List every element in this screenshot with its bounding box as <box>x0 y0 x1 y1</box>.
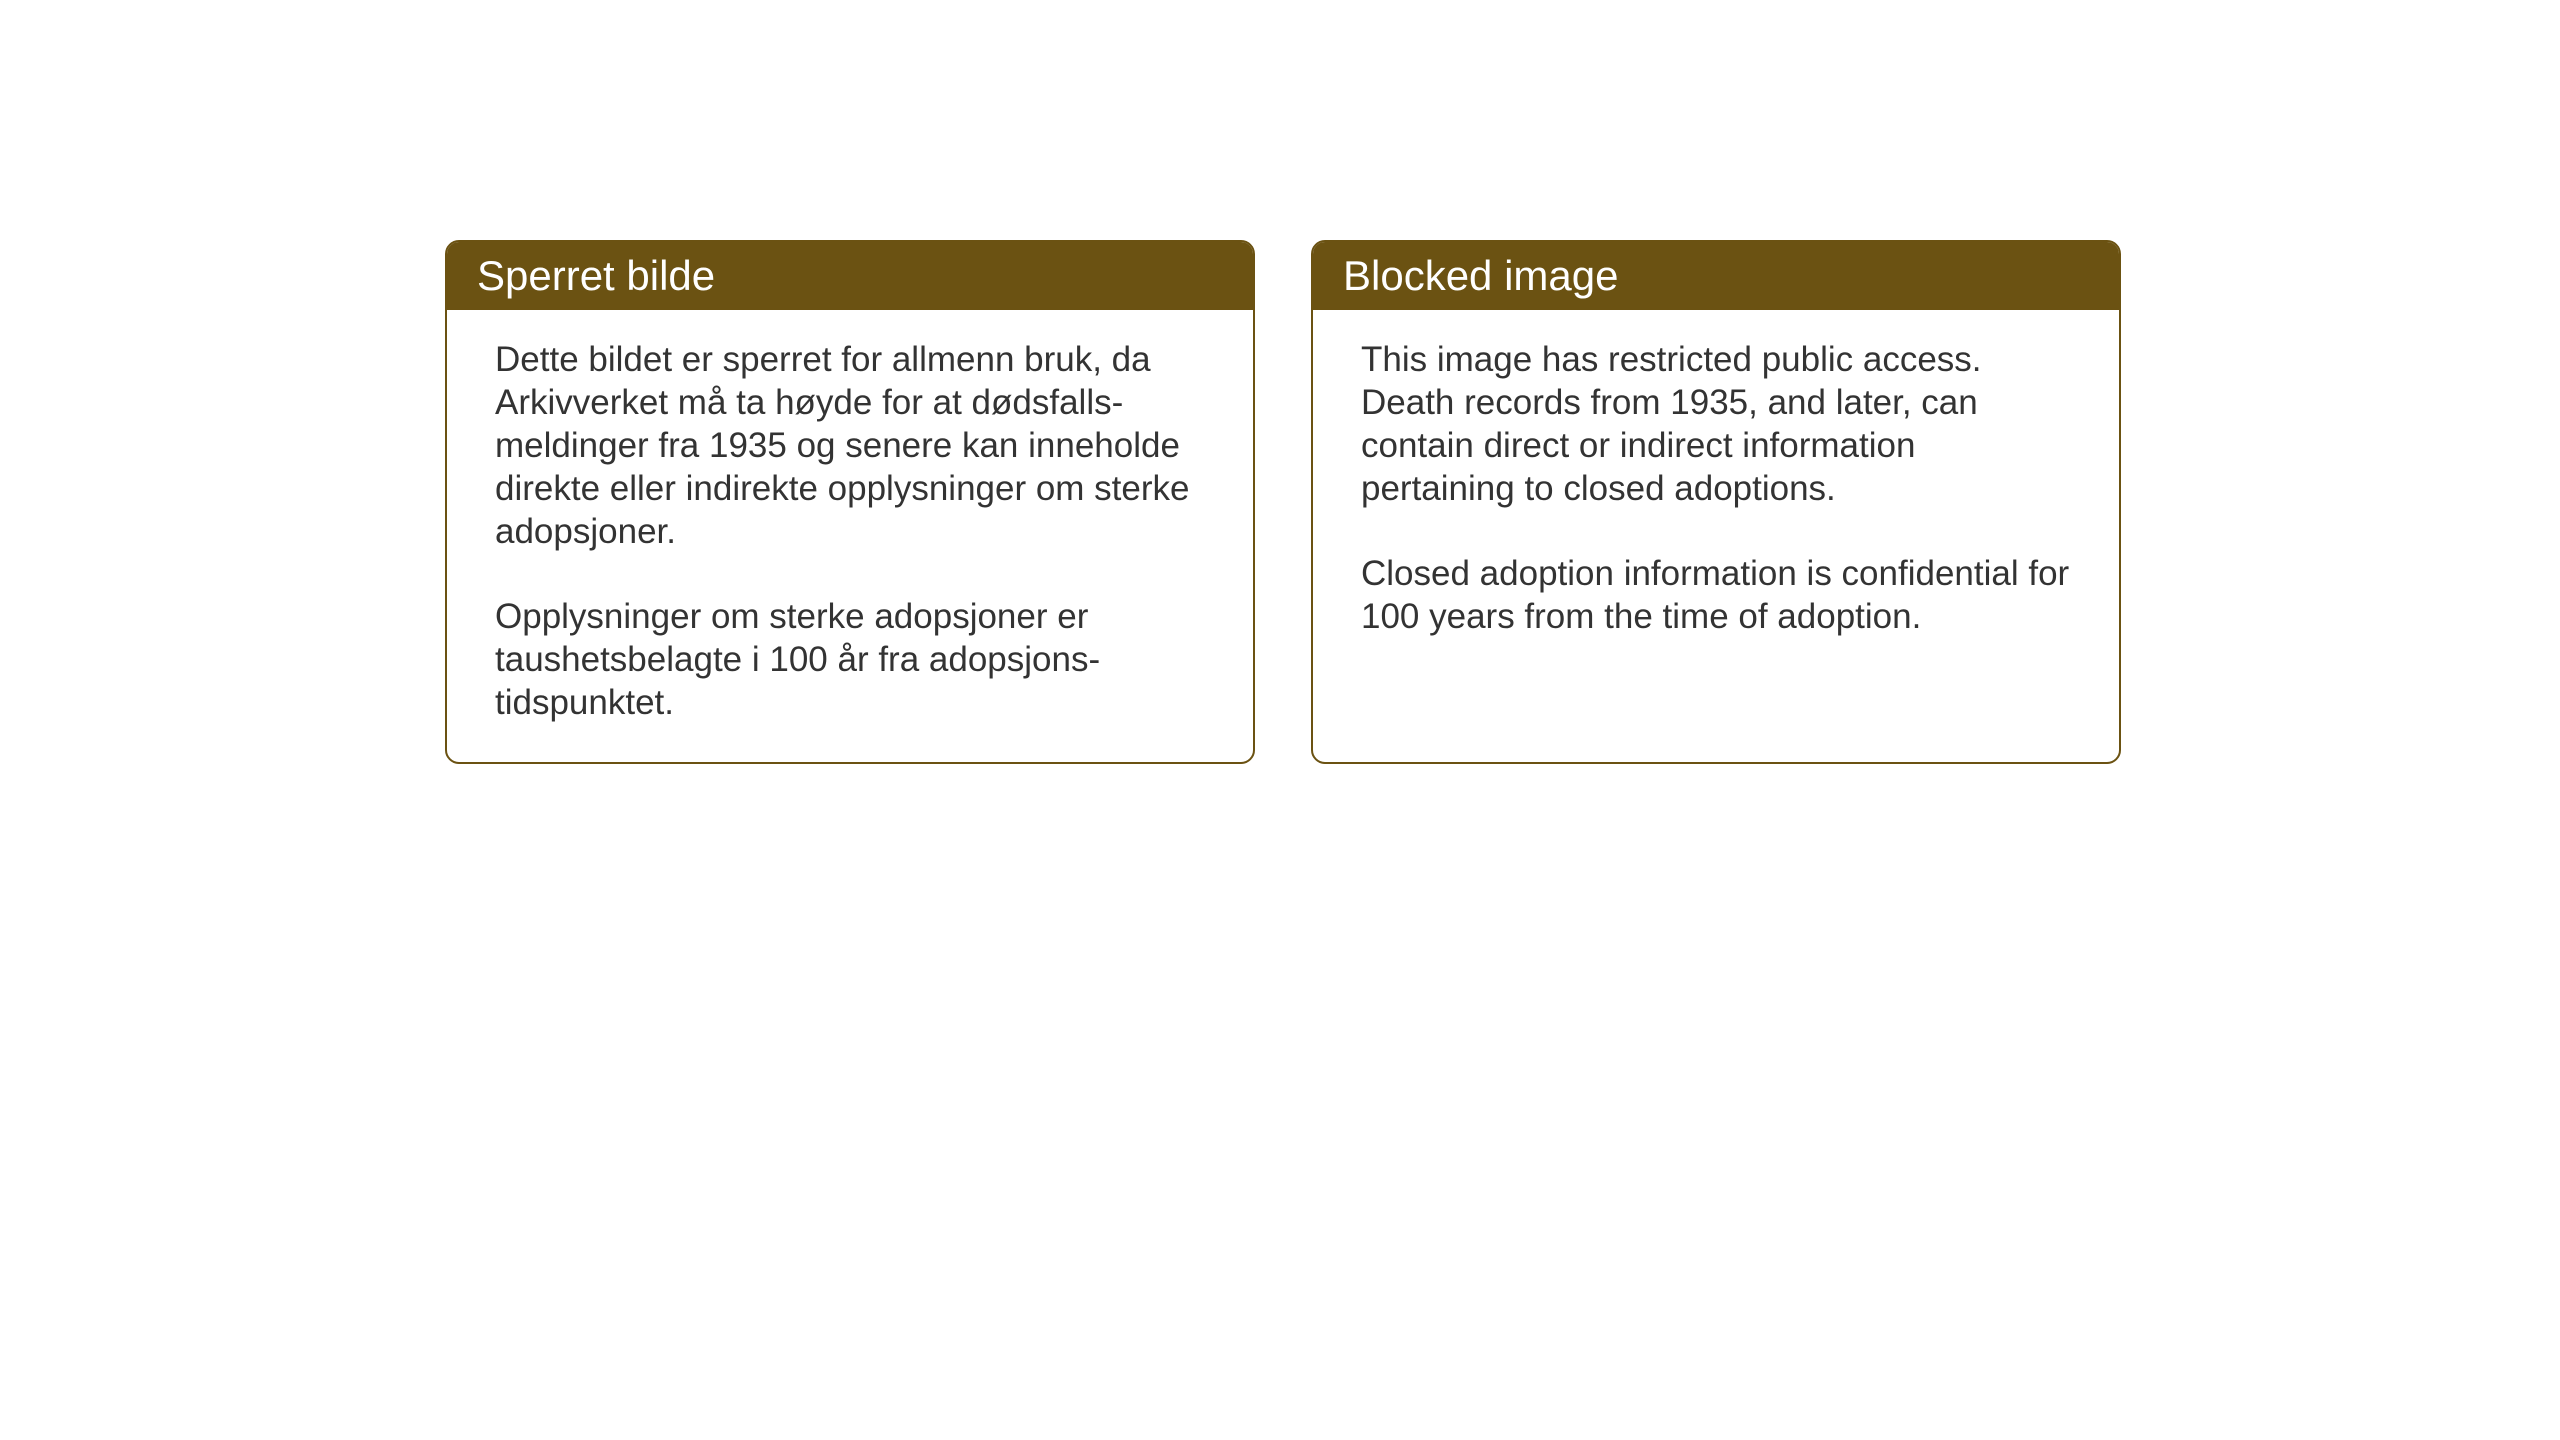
paragraph-norwegian-2: Opplysninger om sterke adopsjoner er tau… <box>495 595 1205 724</box>
paragraph-norwegian-1: Dette bildet er sperret for allmenn bruk… <box>495 338 1205 553</box>
paragraph-english-1: This image has restricted public access.… <box>1361 338 2071 510</box>
cards-container: Sperret bilde Dette bildet er sperret fo… <box>445 240 2121 764</box>
paragraph-english-2: Closed adoption information is confident… <box>1361 552 2071 638</box>
card-body-english: This image has restricted public access.… <box>1313 310 2119 710</box>
card-body-norwegian: Dette bildet er sperret for allmenn bruk… <box>447 310 1253 762</box>
card-norwegian: Sperret bilde Dette bildet er sperret fo… <box>445 240 1255 764</box>
card-header-norwegian: Sperret bilde <box>447 242 1253 310</box>
card-english: Blocked image This image has restricted … <box>1311 240 2121 764</box>
card-header-english: Blocked image <box>1313 242 2119 310</box>
